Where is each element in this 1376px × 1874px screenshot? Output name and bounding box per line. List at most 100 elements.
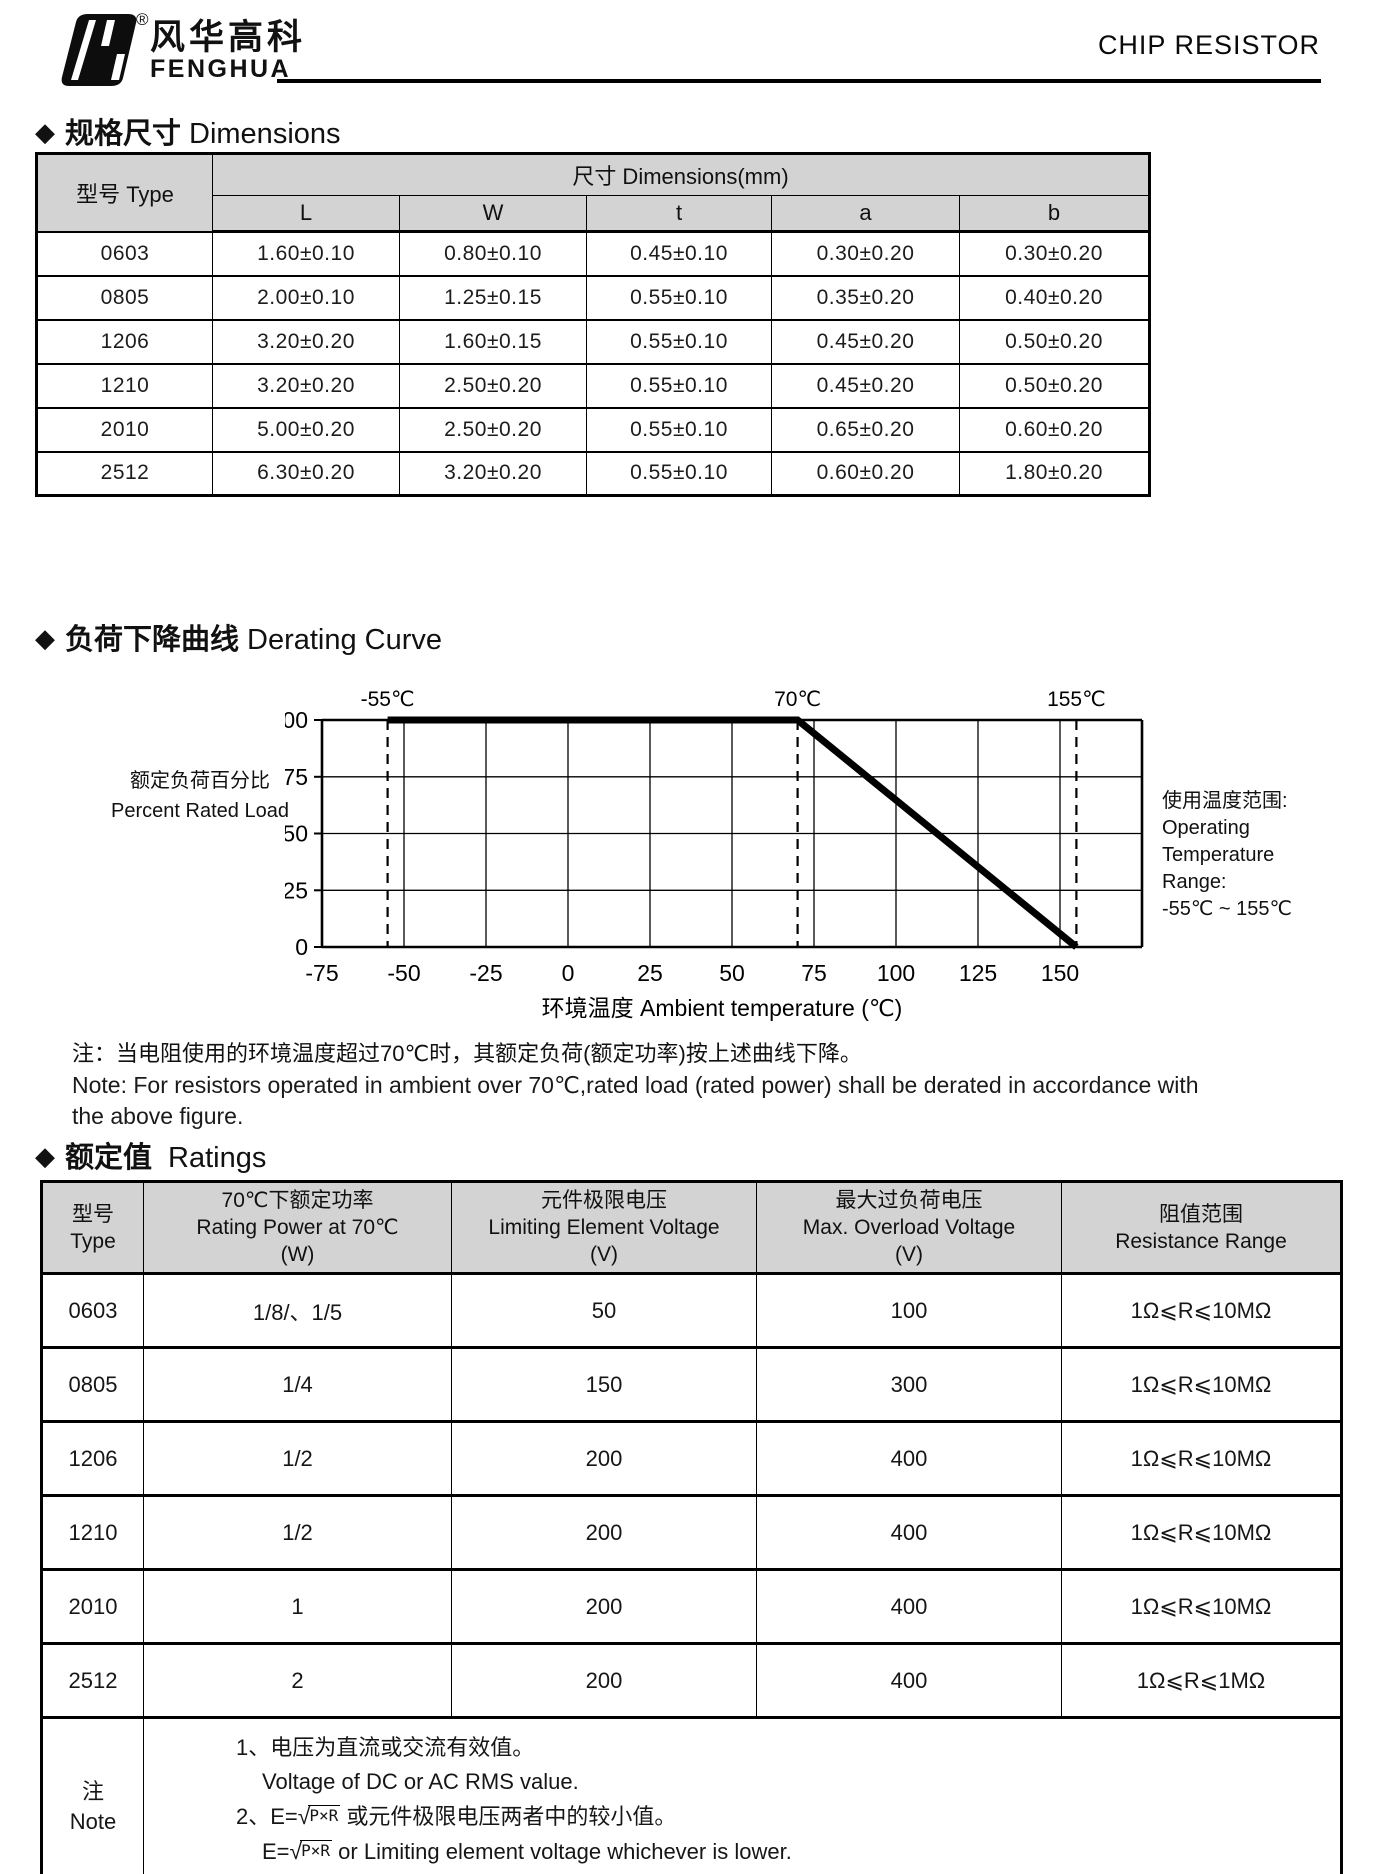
rating-value-cell: 400 [756, 1494, 1062, 1570]
dimension-column-header: b [959, 195, 1150, 233]
svg-text:25: 25 [285, 877, 308, 903]
dim-value-cell: 0.45±0.20 [771, 318, 960, 364]
dim-type-cell: 0805 [36, 274, 213, 320]
dimensions-section-heading: ◆ 规格尺寸 Dimensions [35, 117, 341, 150]
rating-value-cell: 1Ω⩽R⩽10MΩ [1061, 1272, 1342, 1348]
dim-value-cell: 0.35±0.20 [771, 274, 960, 320]
dim-value-cell: 0.55±0.10 [586, 406, 772, 452]
type-column-header: 型号 Type [36, 153, 213, 232]
side-note-line: -55℃ ~ 155℃ [1162, 898, 1292, 920]
ratings-section-heading: ◆ 额定值 Ratings [35, 1141, 267, 1174]
ratings-row: 2010 1 200 400 1Ω⩽R⩽10MΩ [41, 1568, 1342, 1644]
dim-value-cell: 0.50±0.20 [959, 362, 1150, 408]
derating-chart-area: 额定负荷百分比 Percent Rated Load 0 25 50 75 100 -55… [0, 676, 1376, 1036]
rating-value-cell: 1Ω⩽R⩽10MΩ [1061, 1568, 1342, 1644]
ratings-row: 0603 1/8/、1/5 50 100 1Ω⩽R⩽10MΩ [41, 1272, 1342, 1348]
dim-value-cell: 1.25±0.15 [399, 274, 587, 320]
dimension-column-header: W [399, 195, 587, 233]
rating-value-cell: 1Ω⩽R⩽1MΩ [1061, 1642, 1342, 1718]
dim-value-cell: 3.20±0.20 [212, 362, 400, 408]
brand-name-chinese: 风华高科 [150, 18, 307, 57]
svg-text:25: 25 [637, 960, 663, 986]
dim-value-cell: 0.30±0.20 [959, 230, 1150, 276]
dimensions-row: 1206 3.20±0.20 1.60±0.15 0.55±0.10 0.45±0.20… [36, 318, 1150, 364]
dim-type-cell: 1210 [36, 362, 213, 408]
dimensions-row: 2512 6.30±0.20 3.20±0.20 0.55±0.10 0.60±0.20… [36, 450, 1150, 496]
rating-value-cell: 1/2 [143, 1494, 452, 1570]
rating-value-cell: 2 [143, 1642, 452, 1718]
rating-value-cell: 200 [451, 1494, 757, 1570]
chart-y-axis-label: 额定负荷百分比 Percent Rated Load [111, 770, 289, 822]
derating-section-heading: ◆ 负荷下降曲线 Derating Curve [35, 623, 443, 656]
ratings-header-cell: 型号 Type [41, 1181, 144, 1274]
dim-value-cell: 5.00±0.20 [212, 406, 400, 452]
document-title: CHIP RESISTOR [1097, 30, 1320, 60]
note-content-cell: 1、电压为直流或交流有效值。 Voltage of DC or AC RMS va… [143, 1716, 1342, 1874]
chart-x-axis-label: 环境温度 Ambient temperature (℃) [542, 995, 903, 1021]
rating-value-cell: 1/8/、1/5 [143, 1272, 452, 1348]
dim-type-cell: 2512 [36, 450, 213, 496]
svg-text:-50: -50 [387, 960, 420, 986]
side-note-line: Operating [1162, 817, 1250, 839]
dim-value-cell: 0.45±0.20 [771, 362, 960, 408]
rating-value-cell: 400 [756, 1420, 1062, 1496]
ratings-note-row: 注 Note 1、电压为直流或交流有效值。 Voltage of DC or AC R… [41, 1716, 1342, 1874]
side-note-line: Range: [1162, 871, 1227, 893]
rating-value-cell: 200 [451, 1568, 757, 1644]
ratings-header-cell: 元件极限电压 Limiting Element Voltage (V) [451, 1181, 757, 1274]
dim-value-cell: 0.30±0.20 [771, 230, 960, 276]
svg-text:50: 50 [285, 821, 308, 847]
operating-temperature-range-note: 使用温度范围: Operating Temperature Range: -55℃ ~ … [1162, 788, 1292, 923]
rating-type-cell: 0805 [41, 1346, 144, 1422]
diamond-bullet-icon: ◆ [35, 623, 55, 653]
dim-value-cell: 1.60±0.10 [212, 230, 400, 276]
rating-type-cell: 1206 [41, 1420, 144, 1496]
dim-value-cell: 3.20±0.20 [212, 318, 400, 364]
rating-value-cell: 1Ω⩽R⩽10MΩ [1061, 1346, 1342, 1422]
svg-text:100: 100 [877, 960, 915, 986]
dim-value-cell: 0.80±0.10 [399, 230, 587, 276]
header-divider [277, 79, 1321, 83]
dim-value-cell: 0.55±0.10 [586, 318, 772, 364]
dim-value-cell: 1.80±0.20 [959, 450, 1150, 496]
rating-value-cell: 150 [451, 1346, 757, 1422]
dim-value-cell: 2.00±0.10 [212, 274, 400, 320]
ratings-row: 0805 1/4 150 300 1Ω⩽R⩽10MΩ [41, 1346, 1342, 1422]
derating-curve [387, 716, 1079, 950]
ratings-header-cell: 阻值范围 Resistance Range [1061, 1181, 1342, 1274]
dimension-column-header: L [212, 195, 400, 233]
ratings-header-cell: 最大过负荷电压 Max. Overload Voltage (V) [756, 1181, 1062, 1274]
dim-type-cell: 1206 [36, 318, 213, 364]
ratings-header-cell: 70℃下额定功率 Rating Power at 70℃ (W) [143, 1181, 452, 1274]
ratings-table-body: 0603 1/8/、1/5 50 100 1Ω⩽R⩽10MΩ 0805 1/4 150 300 1… [41, 1272, 1342, 1874]
brand-block: 风华高科 FENGHUA [150, 20, 306, 83]
dimensions-table-body: 0603 1.60±0.10 0.80±0.10 0.45±0.10 0.30±0.20… [36, 230, 1150, 496]
dim-value-cell: 0.40±0.20 [959, 274, 1150, 320]
brand-name-english: FENGHUA [150, 55, 292, 83]
diamond-bullet-icon: ◆ [35, 1141, 55, 1171]
dim-value-cell: 0.55±0.10 [586, 362, 772, 408]
dim-value-cell: 0.55±0.10 [586, 450, 772, 496]
dim-value-cell: 0.65±0.20 [771, 406, 960, 452]
dim-value-cell: 0.45±0.10 [586, 230, 772, 276]
dimensions-row: 0805 2.00±0.10 1.25±0.15 0.55±0.10 0.35±0.20… [36, 274, 1150, 320]
marker-temperature-label: -55℃ [361, 688, 415, 711]
derating-note: 注：当电阻使用的环境温度超过70℃时，其额定负荷(额定功率)按上述曲线下降。 N… [72, 1038, 1342, 1132]
rating-value-cell: 1/2 [143, 1420, 452, 1496]
dimension-column-header: a [771, 195, 960, 233]
svg-text:50: 50 [719, 960, 745, 986]
rating-type-cell: 0603 [41, 1272, 144, 1348]
side-note-line: 使用温度范围: [1162, 790, 1288, 812]
dim-value-cell: 0.55±0.10 [586, 274, 772, 320]
rating-value-cell: 1Ω⩽R⩽10MΩ [1061, 1494, 1342, 1570]
dim-value-cell: 0.50±0.20 [959, 318, 1150, 364]
dim-value-cell: 6.30±0.20 [212, 450, 400, 496]
sqrt-formula: √P×R [297, 1803, 341, 1829]
svg-text:75: 75 [285, 764, 308, 790]
dim-value-cell: 2.50±0.20 [399, 406, 587, 452]
rating-value-cell: 200 [451, 1420, 757, 1496]
rating-value-cell: 50 [451, 1272, 757, 1348]
